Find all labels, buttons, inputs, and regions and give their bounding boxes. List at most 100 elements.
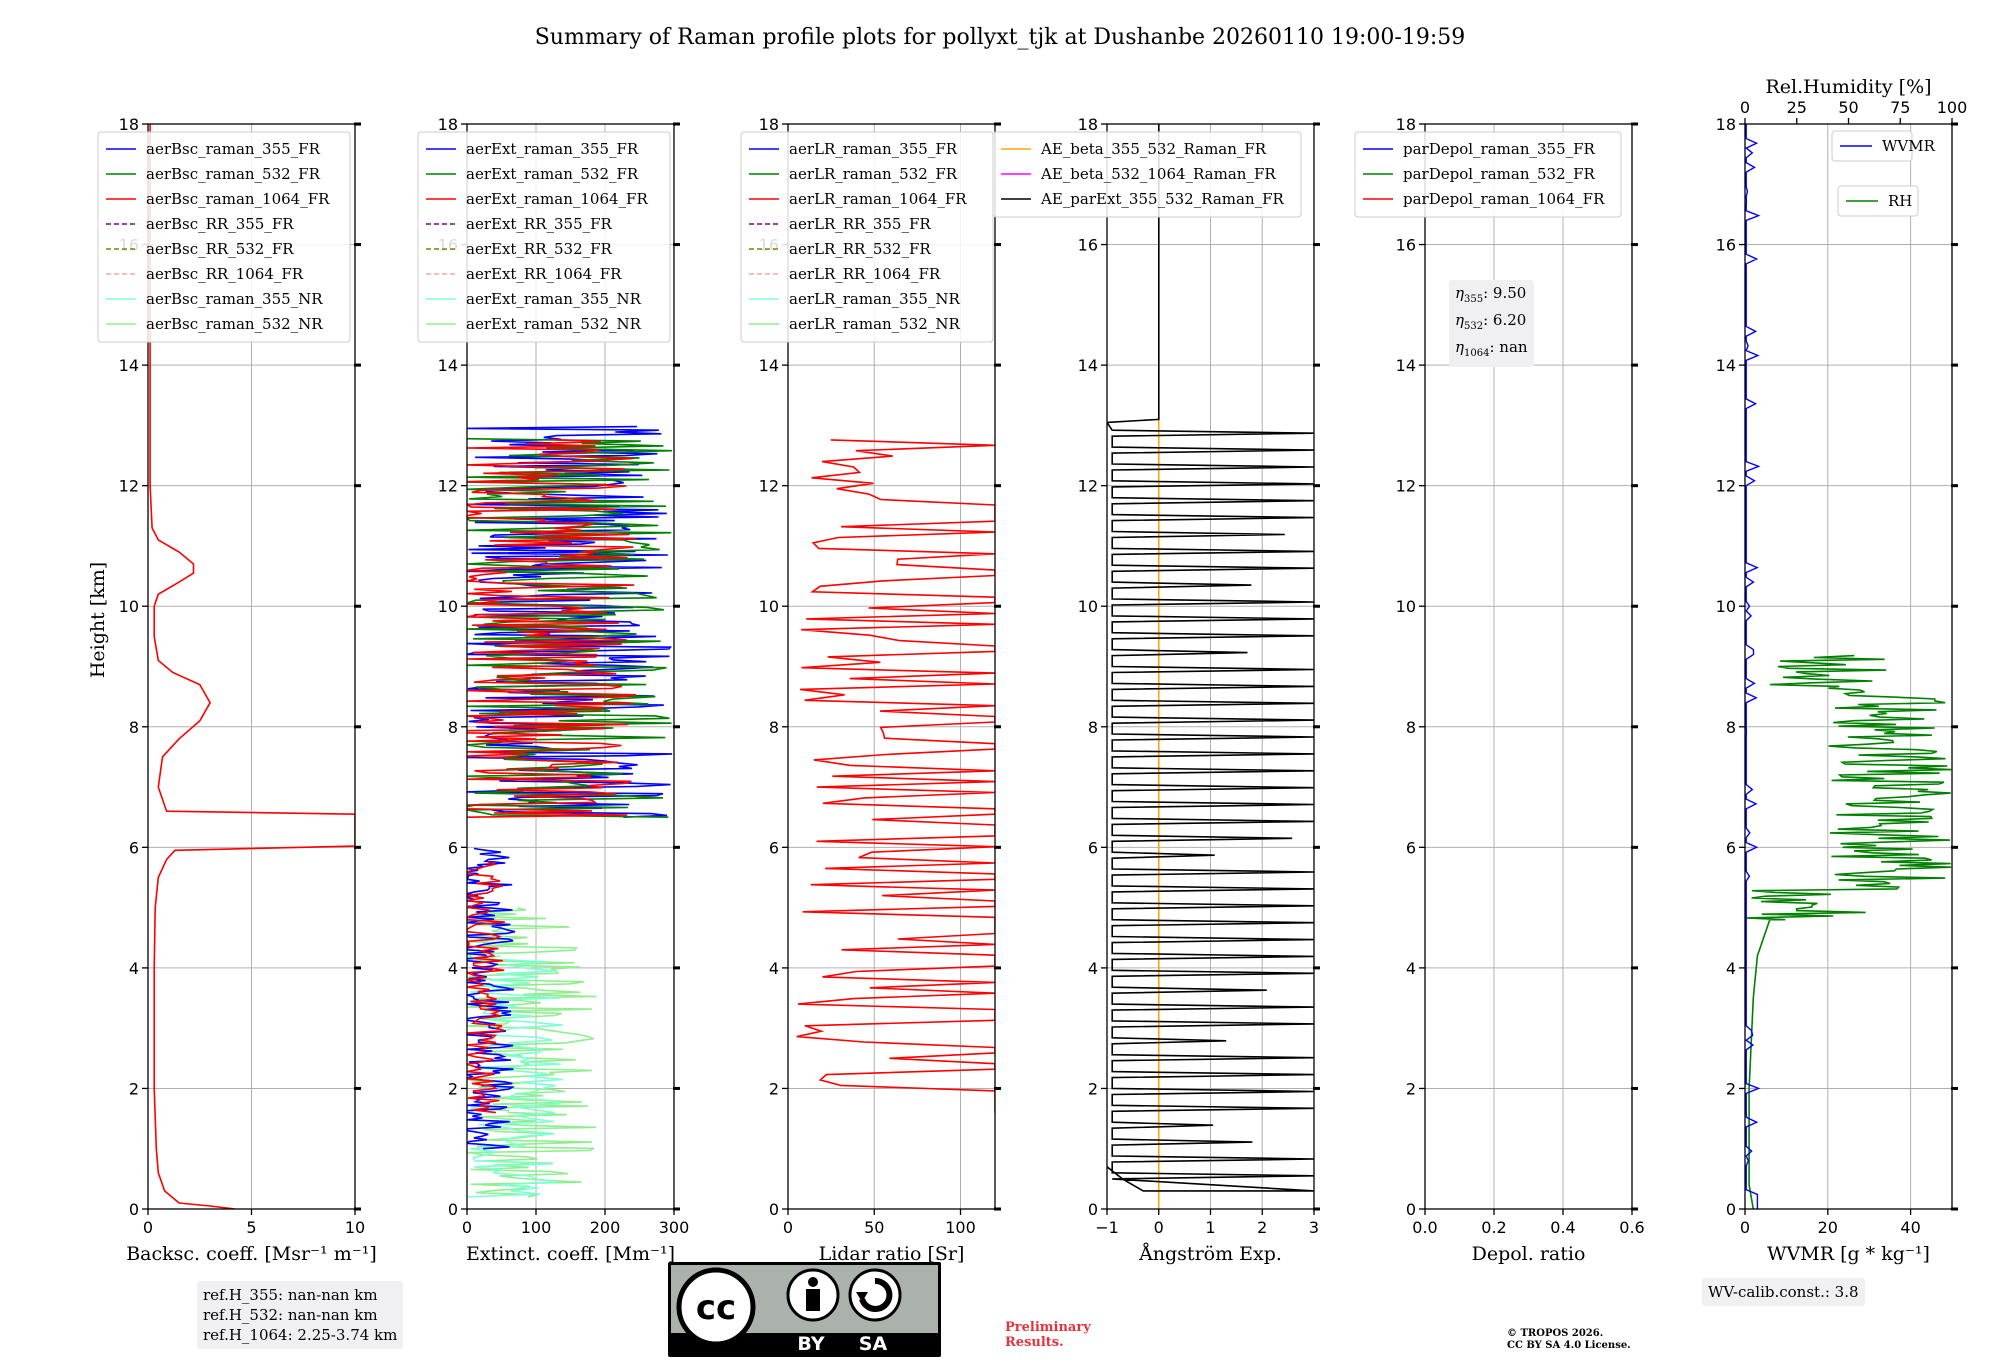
y-tick-label: 18 (119, 115, 139, 134)
y-tick-label: 12 (1078, 477, 1098, 496)
eta-1064: η1064: nan (1455, 338, 1528, 359)
y-tick-label: 14 (759, 356, 779, 375)
y-tick-label: 0 (1406, 1200, 1416, 1219)
wv-calib-box: WV-calib.const.: 3.8 (1702, 1278, 1865, 1306)
x-tick-label: 40 (1900, 1218, 1920, 1237)
x-tick-label: 50 (864, 1218, 884, 1237)
y-tick-label: 12 (119, 477, 139, 496)
legend-label: aerExt_RR_532_FR (466, 240, 613, 258)
y-tick-label: 16 (1078, 236, 1098, 255)
plot-area (467, 425, 673, 1198)
legend-label: RH (1888, 192, 1912, 210)
legend-label: AE_beta_532_1064_Raman_FR (1040, 165, 1276, 183)
y-tick-label: 4 (448, 959, 458, 978)
x-tick-label: 2 (1257, 1218, 1267, 1237)
x-tick-label: 0.6 (1619, 1218, 1644, 1237)
legend-box (97, 131, 351, 343)
y-tick-label: 4 (129, 959, 139, 978)
series-WVMR (1745, 124, 1761, 1209)
legend-label: aerLR_RR_355_FR (789, 215, 931, 233)
y-tick-label: 4 (769, 959, 779, 978)
y-tick-label: 12 (1716, 477, 1736, 496)
svg-text:BY: BY (797, 1333, 824, 1355)
copyright-note: © TROPOS 2026. CC BY SA 4.0 License. (1507, 1328, 1631, 1351)
y-tick-label: 2 (1406, 1079, 1416, 1098)
y-tick-label: 6 (129, 838, 139, 857)
y-tick-label: 8 (129, 718, 139, 737)
y-axis-label: Height [km] (87, 562, 109, 678)
legend-label: aerExt_raman_532_NR (466, 315, 642, 333)
y-tick-label: 6 (1088, 838, 1098, 857)
x-tick-label: 0.0 (1412, 1218, 1437, 1237)
y-tick-label: 2 (1726, 1079, 1736, 1098)
ref-height-355: ref.H_355: nan-nan km (203, 1286, 378, 1304)
panel-bsc: 0246810121416180510Backsc. coeff. [Msr⁻¹… (97, 115, 377, 1265)
plot-area (1745, 124, 1952, 1209)
x-tick-label: 300 (659, 1218, 690, 1237)
legend-label: parDepol_raman_355_FR (1403, 140, 1596, 158)
top-tick-label: 25 (1787, 98, 1807, 117)
y-tick-label: 14 (1078, 356, 1098, 375)
legend-label: aerBsc_RR_1064_FR (146, 265, 304, 283)
legend-label: aerExt_raman_532_FR (466, 165, 639, 183)
y-tick-label: 4 (1726, 959, 1736, 978)
series-aerLR_raman_1064_FR (796, 439, 995, 1113)
x-axis-label: WVMR [g * kg⁻¹] (1767, 1243, 1930, 1265)
preliminary-note: Preliminary Results. (1005, 1320, 1091, 1350)
ref-height-box: ref.H_355: nan-nan km ref.H_532: nan-nan… (197, 1281, 404, 1349)
y-tick-label: 16 (1396, 236, 1416, 255)
top-tick-label: 0 (1740, 98, 1750, 117)
legend-label: aerLR_RR_532_FR (789, 240, 931, 258)
cc-license-badge[interactable]: cc BY SA (668, 1262, 941, 1357)
x-tick-label: 0 (462, 1218, 472, 1237)
panel-depol: 0 2 4 6 8 10 12 14 16 18 0.0 0.2 0.4 0.6 Depol. ratio p… (1354, 115, 1645, 1265)
y-tick-label: 10 (759, 597, 779, 616)
legend-label: aerBsc_raman_355_FR (146, 140, 321, 158)
y-tick-label: 4 (1406, 959, 1416, 978)
y-tick-label: 6 (1406, 838, 1416, 857)
top-tick-label: 100 (1937, 98, 1968, 117)
y-tick-label: 18 (1716, 115, 1736, 134)
svg-text:SA: SA (859, 1333, 888, 1355)
y-tick-label: 14 (438, 356, 458, 375)
y-tick-label: 6 (448, 838, 458, 857)
legend-label: aerExt_raman_1064_FR (466, 190, 648, 208)
x-tick-label: 100 (521, 1218, 552, 1237)
y-tick-label: 2 (129, 1079, 139, 1098)
y-tick-label: 0 (448, 1200, 458, 1219)
share-alike-icon (848, 1268, 902, 1322)
x-tick-label: 0 (1740, 1218, 1750, 1237)
legend-label: aerBsc_RR_532_FR (146, 240, 294, 258)
axes-frame (1424, 123, 1633, 1210)
y-tick-label: 0 (1726, 1200, 1736, 1219)
legend-ae: AE_beta_355_532_Raman_FR AE_beta_532_1064… (992, 131, 1302, 218)
legend-depol: parDepol_raman_355_FR parDepol_raman_532_… (1354, 131, 1622, 218)
legend-label: aerBsc_raman_355_NR (146, 290, 323, 308)
legend-label: parDepol_raman_1064_FR (1403, 190, 1605, 208)
panels-layer: 0246810121416180510Backsc. coeff. [Msr⁻¹… (97, 76, 1968, 1265)
legend-label: aerExt_raman_355_FR (466, 140, 639, 158)
y-tick-label: 18 (1078, 115, 1098, 134)
legend-label: aerLR_raman_532_NR (789, 315, 960, 333)
y-tick-label: 14 (1396, 356, 1416, 375)
y-tick-label: 4 (1088, 959, 1098, 978)
plot-area (1107, 124, 1314, 1209)
top-axis-label: Rel.Humidity [%] (1765, 76, 1931, 98)
y-tick-label: 10 (1078, 597, 1098, 616)
y-tick-label: 2 (1088, 1079, 1098, 1098)
x-axis-label: Extinct. coeff. [Mm⁻¹] (466, 1243, 675, 1265)
legend-label: aerBsc_raman_532_FR (146, 165, 321, 183)
legend-label: aerLR_raman_355_NR (789, 290, 960, 308)
panel-ext: 0246810121416180100200300Extinct. coeff.… (417, 115, 690, 1265)
legend-wvmr: WVMR (1831, 130, 1936, 162)
y-tick-label: 8 (1088, 718, 1098, 737)
legend-box (740, 131, 994, 343)
legend-label: aerExt_raman_355_NR (466, 290, 642, 308)
x-tick-label: 0.4 (1550, 1218, 1575, 1237)
chart-title: Summary of Raman profile plots for polly… (535, 25, 1466, 50)
eta-box: η355: 9.50 η532: 6.20 η1064: nan (1449, 280, 1534, 367)
series-aerExt_raman_1064_FR-upper (467, 438, 637, 818)
y-tick-label: 2 (448, 1079, 458, 1098)
